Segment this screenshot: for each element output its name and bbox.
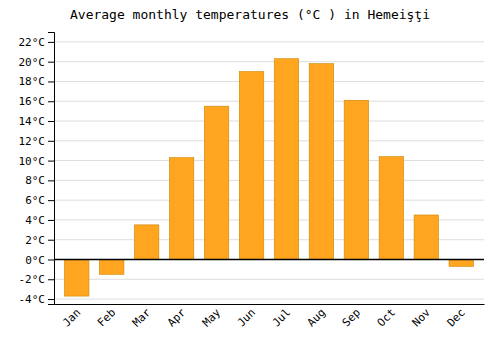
x-tick-label: Nov: [410, 306, 434, 330]
y-tick-mark: [48, 81, 54, 82]
chart: -4°C -2°C 0°C 2°C 4°C 6°C 8°C 10°C 12°C 14°C 16°C 1…: [0, 0, 500, 350]
y-tick-label: 20°C: [19, 56, 46, 69]
y-tick-label: 18°C: [19, 75, 46, 88]
y-tick-label: -2°C: [19, 273, 46, 286]
x-tick: Jan: [60, 306, 83, 329]
grid-line: [54, 160, 484, 161]
grid-line: [54, 259, 484, 260]
x-tick-label: Apr: [165, 306, 189, 330]
x-tick: Mar: [130, 306, 154, 330]
y-tick-label: 10°C: [19, 155, 46, 168]
x-tick-label: Aug: [305, 306, 328, 329]
y-axis-line: [48, 33, 55, 305]
bar: [134, 225, 158, 260]
x-axis-line: [55, 304, 485, 305]
y-tick-mark: [48, 42, 54, 43]
y-tick-label: 0°C: [25, 254, 45, 267]
grid-line: [54, 81, 484, 82]
bar: [449, 259, 473, 266]
y-tick: 12°C: [19, 135, 55, 148]
y-tick: 16°C: [19, 95, 55, 108]
y-tick-mark: [48, 200, 54, 201]
y-tick: 22°C: [19, 36, 55, 49]
y-tick: 8°C: [25, 174, 54, 187]
x-tick-label: Oct: [375, 306, 398, 329]
bar: [344, 100, 368, 259]
y-tick-mark: [48, 220, 54, 221]
y-tick-label: 22°C: [19, 36, 46, 49]
grid-line: [54, 299, 484, 300]
bar: [169, 158, 193, 260]
y-tick: 10°C: [19, 155, 55, 168]
bar: [379, 157, 403, 260]
y-tick-mark: [48, 101, 54, 102]
x-tick: Oct: [375, 306, 398, 329]
y-tick-mark: [48, 121, 54, 122]
grid-line: [54, 180, 484, 181]
x-axis: Jan Feb Mar Apr May Jun Jul Aug Sep Oct Nov Dec: [55, 305, 485, 330]
x-tick-label: Jun: [235, 306, 258, 329]
y-tick: -2°C: [19, 273, 55, 286]
y-tick-mark: [48, 240, 54, 241]
y-tick-label: 12°C: [19, 135, 46, 148]
grid-line: [54, 101, 484, 102]
y-tick-label: 14°C: [19, 115, 46, 128]
grid-line: [54, 61, 484, 62]
x-tick: Feb: [95, 306, 118, 329]
x-tick-label: Sep: [340, 306, 363, 329]
y-tick-label: 6°C: [25, 194, 45, 207]
bar: [99, 259, 123, 274]
x-tick-label: Dec: [445, 306, 468, 329]
y-tick-mark: [48, 279, 54, 280]
zero-line: [54, 259, 484, 261]
x-tick-label: Jan: [60, 306, 83, 329]
grid-line: [54, 140, 484, 141]
y-tick: 4°C: [25, 214, 54, 227]
x-tick: Sep: [340, 306, 363, 329]
y-tick-mark: [48, 62, 54, 63]
grid: [54, 42, 484, 299]
y-tick-mark: [48, 141, 54, 142]
y-tick-label: 2°C: [25, 234, 45, 247]
bar: [414, 215, 438, 260]
y-tick-label: -4°C: [19, 293, 46, 306]
y-tick: 2°C: [25, 234, 54, 247]
y-tick-label: 4°C: [25, 214, 45, 227]
y-tick: 18°C: [19, 75, 55, 88]
bar: [309, 64, 333, 260]
y-tick-mark: [48, 299, 54, 300]
x-tick-label: May: [200, 306, 224, 330]
grid-line: [54, 200, 484, 201]
x-tick-label: Mar: [130, 306, 154, 330]
x-tick: Aug: [305, 306, 328, 329]
x-tick-label: Jul: [270, 306, 293, 329]
x-tick: Jun: [235, 306, 258, 329]
y-tick-mark: [48, 180, 54, 181]
y-tick-label: 8°C: [25, 174, 45, 187]
x-tick: May: [200, 306, 224, 330]
bar: [239, 72, 263, 260]
plot-area: [54, 59, 484, 296]
grid-line: [54, 279, 484, 280]
y-tick-label: 16°C: [19, 95, 46, 108]
y-axis: -4°C -2°C 0°C 2°C 4°C 6°C 8°C 10°C 12°C 14°C 16°C 1…: [19, 33, 55, 307]
y-tick: 20°C: [19, 56, 55, 69]
grid-line: [54, 121, 484, 122]
title: Average monthly temperatures (°C ) in He…: [70, 7, 430, 22]
grid-line: [54, 41, 484, 42]
y-tick: 0°C: [25, 254, 54, 267]
y-tick: -4°C: [19, 293, 55, 306]
y-tick: 14°C: [19, 115, 55, 128]
bar: [204, 106, 228, 259]
bar: [64, 259, 88, 296]
x-tick: Apr: [165, 306, 189, 330]
y-tick: 6°C: [25, 194, 54, 207]
x-tick: Dec: [445, 306, 468, 329]
y-tick-mark: [48, 259, 54, 260]
bar: [274, 59, 298, 260]
x-tick-label: Feb: [95, 306, 118, 329]
x-tick: Nov: [410, 306, 434, 330]
x-tick: Jul: [270, 306, 293, 329]
y-tick-mark: [48, 161, 54, 162]
